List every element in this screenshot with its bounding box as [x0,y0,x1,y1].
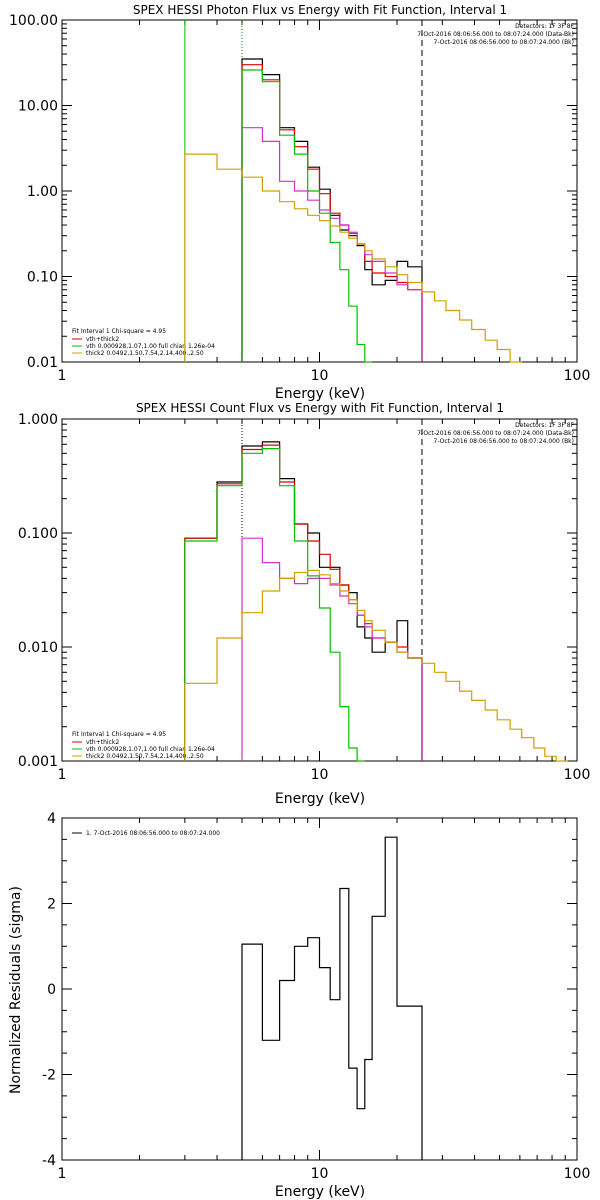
legend-line: Fit Interval 1 Chi-square = 4.95 [72,731,166,738]
y-tick-label: 2 [47,897,56,913]
series-line-4 [184,569,568,762]
x-tick-label: 100 [564,368,591,384]
legend-line: vth+thick2 [86,336,119,343]
series-line-1 [241,64,423,362]
count-flux-title: SPEX HESSI Count Flux vs Energy with Fit… [136,401,504,415]
y-tick-label: 0.010 [18,640,58,656]
legend-line: thick2 0.0492,1.50,7.54,2.14,400.,2.50 [86,753,204,760]
x-tick-label: 10 [311,1166,329,1182]
x-tick-label: 100 [564,767,591,783]
x-tick-label: 10 [311,767,329,783]
count-flux-info-block: Detectors: 1F 3F 8F 7-Oct-2016 08:06:56.… [417,422,574,445]
x-tick-label: 10 [311,368,329,384]
info-line: 7-Oct-2016 08:06:56.000 to 08:07:24.000 … [417,430,574,437]
photon-flux-legend: Fit Interval 1 Chi-square = 4.95 vth+thi… [72,328,215,357]
count-flux-y-tick-labels: 0.001 0.010 0.100 1.000 [18,412,577,770]
series-line-2 [241,537,423,761]
y-tick-label: 100.00 [9,13,58,29]
y-tick-label: 1.00 [27,184,58,200]
x-tick-label: 100 [564,1166,591,1182]
y-tick-label: 10.00 [18,99,58,115]
y-tick-label: 0.001 [18,754,58,770]
legend-line: 1. 7-Oct-2016 08:06:56.000 to 08:07:24.0… [86,830,220,837]
count-flux-panel: SPEX HESSI Count Flux vs Energy with Fit… [18,401,590,807]
series-line-0 [184,441,423,761]
y-tick-label: 0.10 [27,270,58,286]
residuals-legend: 1. 7-Oct-2016 08:06:56.000 to 08:07:24.0… [72,830,220,837]
legend-line: vth 0.000928,1.07,1.00 full chian 1.26e-… [86,343,215,350]
photon-flux-x-label: Energy (keV) [275,386,365,402]
residuals-plot-area [61,817,578,1161]
photon-flux-x-tick-labels: 1 10 100 [58,20,591,384]
legend-line: thick2 0.0492,1.50,7.54,2.14,400.,2.50 [86,350,204,357]
info-line: Detectors: 1F 3F 8F [515,422,574,429]
x-tick-label: 1 [58,368,67,384]
series-line-3 [241,69,373,363]
y-tick-label: -2 [42,1068,56,1084]
count-flux-legend: Fit Interval 1 Chi-square = 4.95 vth+thi… [72,731,215,760]
count-flux-x-tick-labels: 1 10 100 [58,419,591,783]
photon-flux-panel: SPEX HESSI Photon Flux vs Energy with Fi… [9,3,590,402]
y-tick-label: 0.100 [18,526,58,542]
info-line: Detectors: 1F 3F 8F [515,23,574,30]
residuals-x-label: Energy (keV) [275,1184,365,1200]
photon-flux-title: SPEX HESSI Photon Flux vs Energy with Fi… [133,3,507,17]
series-line-3 [184,448,365,762]
legend-line: vth 0.000928,1.07,1.00 full chian 1.26e-… [86,746,215,753]
legend-line: vth+thick2 [86,739,119,746]
series-line-0 [241,58,423,362]
info-line: 7-Oct-2016 08:06:56.000 to 08:07:24.000 … [417,31,574,38]
info-line: 7-Oct-2016 08:06:56.000 to 08:07:24.000 … [434,438,575,445]
residuals-x-tick-labels: 1 10 100 [58,818,591,1182]
series-line-1 [184,444,423,761]
series-line-4 [184,153,522,363]
y-tick-label: 4 [47,811,56,827]
y-tick-label: 0.01 [27,355,58,371]
x-tick-label: 1 [58,767,67,783]
info-line: 7-Oct-2016 08:06:56.000 to 08:07:24.000 … [434,39,575,46]
y-tick-label: -4 [42,1153,56,1169]
legend-line: Fit Interval 1 Chi-square = 4.95 [72,328,166,335]
residuals-y-tick-labels: -4 -2 0 2 4 [42,811,577,1169]
photon-flux-y-tick-labels: 0.01 0.10 1.00 10.00 100.00 [9,13,577,371]
y-tick-label: 0 [47,982,56,998]
x-tick-label: 1 [58,1166,67,1182]
series-line-0 [241,836,423,1160]
y-tick-label: 1.000 [18,412,58,428]
series-line-2 [241,127,423,362]
count-flux-x-label: Energy (keV) [275,791,365,807]
residuals-panel: Energy (keV) Normalized Residuals (sigma… [8,811,590,1200]
photon-flux-info-block: Detectors: 1F 3F 8F 7-Oct-2016 08:06:56.… [417,23,574,46]
residuals-y-label: Normalized Residuals (sigma) [8,886,24,1094]
